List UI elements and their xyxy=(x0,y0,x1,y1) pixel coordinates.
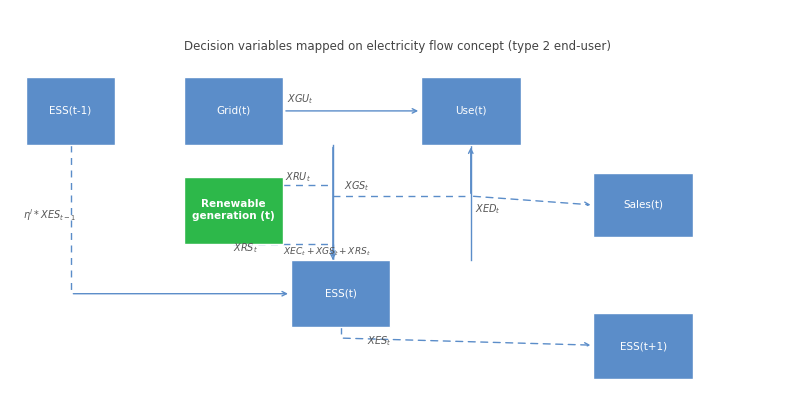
Text: ESS(t): ESS(t) xyxy=(325,289,357,299)
Text: ESS(t+1): ESS(t+1) xyxy=(619,341,667,351)
Text: $\eta^l*XES_{t-1}$: $\eta^l*XES_{t-1}$ xyxy=(22,207,76,223)
FancyBboxPatch shape xyxy=(291,260,390,328)
Text: Use(t): Use(t) xyxy=(455,106,486,116)
Text: $XGU_t$: $XGU_t$ xyxy=(287,92,314,105)
FancyBboxPatch shape xyxy=(593,313,693,379)
FancyBboxPatch shape xyxy=(26,77,115,145)
FancyBboxPatch shape xyxy=(184,77,283,145)
Text: Decision variables mapped on electricity flow concept (type 2 end-user): Decision variables mapped on electricity… xyxy=(185,40,611,53)
Text: $XGS_t$: $XGS_t$ xyxy=(345,179,370,192)
Text: $XEC_t+XGS_t+XRS_t$: $XEC_t+XGS_t+XRS_t$ xyxy=(283,246,371,258)
FancyBboxPatch shape xyxy=(184,176,283,244)
Text: Grid(t): Grid(t) xyxy=(217,106,251,116)
FancyBboxPatch shape xyxy=(421,77,521,145)
Text: $XRU_t$: $XRU_t$ xyxy=(285,170,310,184)
Text: ESS(t-1): ESS(t-1) xyxy=(49,106,92,116)
Text: $XED_t$: $XED_t$ xyxy=(474,202,500,216)
FancyBboxPatch shape xyxy=(593,173,693,237)
Text: $XES_t$: $XES_t$ xyxy=(368,334,392,348)
Text: Sales(t): Sales(t) xyxy=(623,200,663,210)
Text: $XRS_t$: $XRS_t$ xyxy=(233,241,258,255)
Text: Renewable
generation (t): Renewable generation (t) xyxy=(192,199,275,221)
